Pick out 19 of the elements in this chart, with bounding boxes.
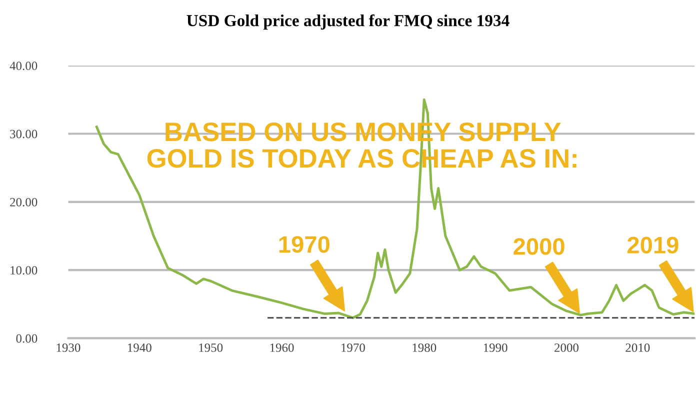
y-tick-label: 30.00: [10, 130, 38, 138]
x-tick-label: 1960: [270, 343, 294, 352]
y-tick-label: 40.00: [10, 62, 38, 70]
annotation: 2000: [514, 238, 564, 255]
y-tick-label: 0.00: [16, 334, 38, 343]
x-tick-label: 1940: [128, 343, 152, 352]
y-tick-label: 10.00: [10, 266, 38, 275]
x-tick-label: 1950: [199, 343, 223, 352]
x-tick-label: 1970: [342, 343, 365, 352]
x-tick-label: 1930: [56, 343, 80, 352]
annotation: 1970: [279, 236, 330, 253]
x-tick-label: 2010: [626, 343, 650, 352]
annotation: 2019: [628, 236, 678, 254]
x-tick-label: 2000: [554, 343, 579, 352]
chart-title: USD Gold price adjusted for FMQ since 1934: [186, 14, 510, 30]
x-tick-label: 1980: [412, 343, 436, 352]
line-series: [95, 98, 695, 320]
x-tick-label: 1990: [484, 343, 508, 352]
y-tick-label: 20.00: [10, 198, 38, 206]
